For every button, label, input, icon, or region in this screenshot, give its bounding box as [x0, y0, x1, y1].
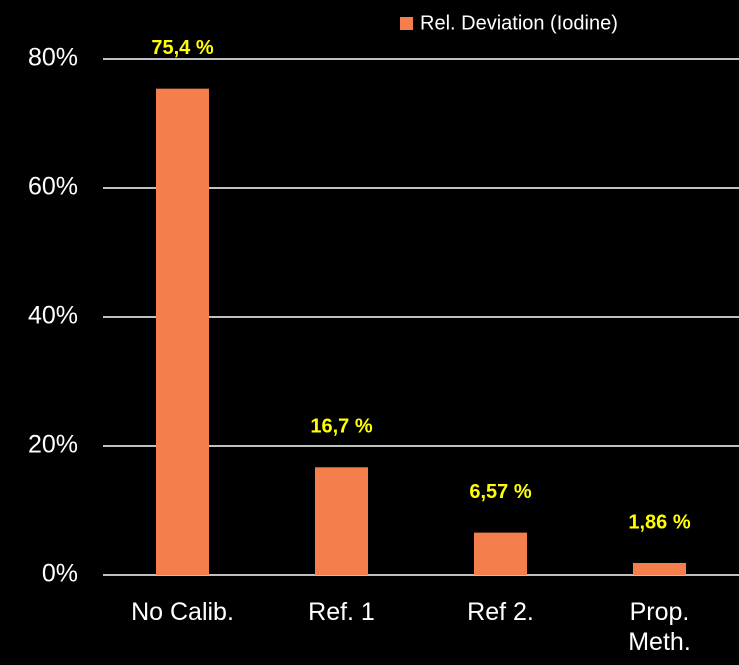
- value-label: 16,7 %: [310, 416, 372, 438]
- y-tick-label: 60%: [28, 173, 78, 201]
- value-label: 75,4 %: [151, 37, 213, 59]
- y-tick-label: 40%: [28, 302, 78, 330]
- bar: [156, 88, 209, 576]
- y-tick-label: 80%: [28, 44, 78, 72]
- bar: [633, 563, 686, 575]
- y-tick-label: 20%: [28, 431, 78, 459]
- x-tick-label: Ref 2.: [467, 598, 534, 626]
- bar: [474, 532, 527, 575]
- value-label: 6,57 %: [469, 481, 531, 503]
- value-label: 1,86 %: [628, 511, 690, 533]
- x-tick-label: Prop. Meth.: [628, 598, 691, 656]
- x-tick-label: Ref. 1: [308, 598, 375, 626]
- legend-label: Rel. Deviation (Iodine): [420, 12, 618, 34]
- x-tick-label: No Calib.: [131, 598, 234, 626]
- y-tick-label: 0%: [42, 560, 78, 588]
- bar: [315, 467, 368, 575]
- legend-swatch: [400, 17, 413, 30]
